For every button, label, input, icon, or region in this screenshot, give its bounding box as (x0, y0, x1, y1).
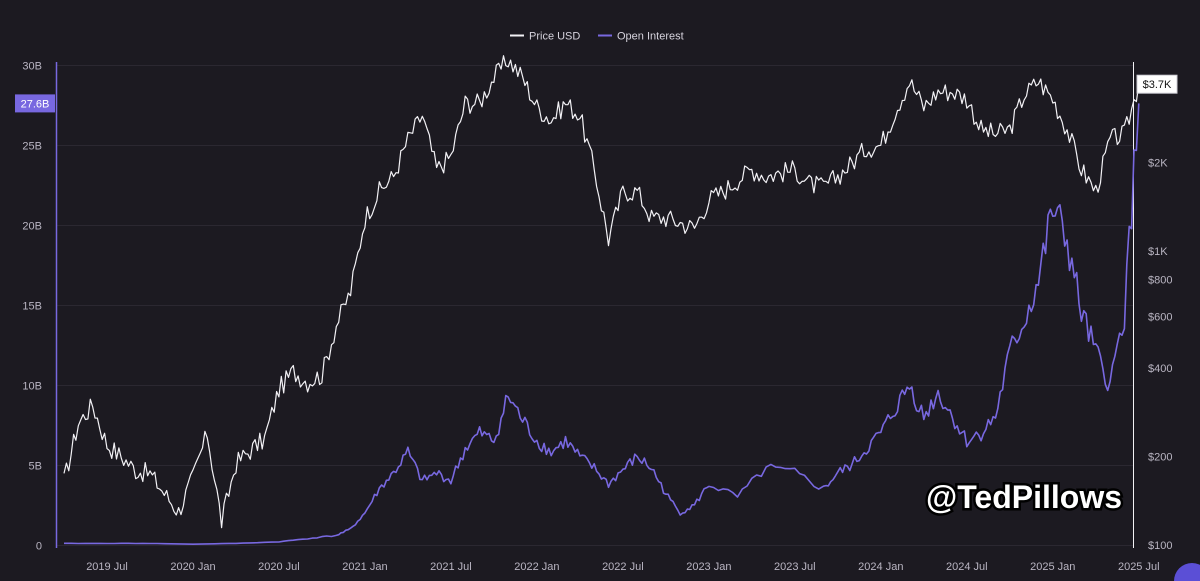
left-tick-label: 0 (36, 541, 42, 553)
right-tick-label: $1K (1148, 246, 1168, 258)
x-tick-label: 2025 Jan (1030, 561, 1075, 573)
x-tick-label: 2022 Jul (602, 561, 644, 573)
right-marker-box (1136, 74, 1178, 94)
left-tick-label: 20B (22, 221, 42, 233)
x-tick-label: 2022 Jan (514, 561, 559, 573)
legend-label-open-interest: Open Interest (617, 31, 684, 43)
left-marker-box (15, 94, 55, 113)
left-axis-ticks: 0 5B 10B 15B 20B 25B 30B (22, 61, 42, 553)
legend-item-price[interactable]: Price USD (510, 31, 580, 43)
right-tick-label: $200 (1148, 452, 1172, 464)
x-tick-label: 2024 Jul (946, 561, 988, 573)
x-tick-label: 2020 Jan (170, 561, 215, 573)
right-tick-label: $600 (1148, 311, 1172, 323)
x-axis-ticks: 2019 Jul 2020 Jan 2020 Jul 2021 Jan 2021 Jul… (86, 561, 1159, 573)
x-tick-label: 2019 Jul (86, 561, 128, 573)
right-tick-label: $2K (1148, 158, 1168, 170)
x-tick-label: 2020 Jul (258, 561, 300, 573)
right-axis-value-marker: $3.7K (1136, 74, 1178, 94)
legend: Price USD Open Interest (510, 31, 684, 43)
legend-label-price: Price USD (529, 31, 580, 43)
left-tick-label: 5B (29, 461, 42, 473)
left-marker-label: 27.6B (21, 98, 50, 110)
x-tick-label: 2024 Jan (858, 561, 903, 573)
x-tick-label: 2023 Jul (774, 561, 816, 573)
right-tick-label: $800 (1148, 275, 1172, 287)
left-tick-label: 25B (22, 141, 42, 153)
right-tick-label: $400 (1148, 363, 1172, 375)
series-price-line (63, 55, 1140, 529)
series-open-interest-line (64, 103, 1140, 546)
left-tick-label: 30B (22, 61, 42, 73)
x-tick-label: 2023 Jan (686, 561, 731, 573)
legend-item-open-interest[interactable]: Open Interest (598, 31, 684, 43)
grid-lines (56, 65, 1133, 546)
right-marker-label: $3.7K (1143, 79, 1172, 91)
corner-badge (1174, 563, 1200, 581)
left-tick-label: 10B (22, 381, 42, 393)
watermark: @TedPillows (926, 479, 1122, 515)
right-tick-label: $100 (1148, 540, 1172, 552)
x-tick-label: 2021 Jul (430, 561, 472, 573)
left-tick-label: 15B (22, 301, 42, 313)
x-tick-label: 2025 Jul (1118, 561, 1160, 573)
right-axis-ticks: $100 $200 $400 $600 $800 $1K $2K (1148, 158, 1172, 552)
left-axis-value-marker: 27.6B (15, 94, 55, 113)
x-tick-label: 2021 Jan (342, 561, 387, 573)
